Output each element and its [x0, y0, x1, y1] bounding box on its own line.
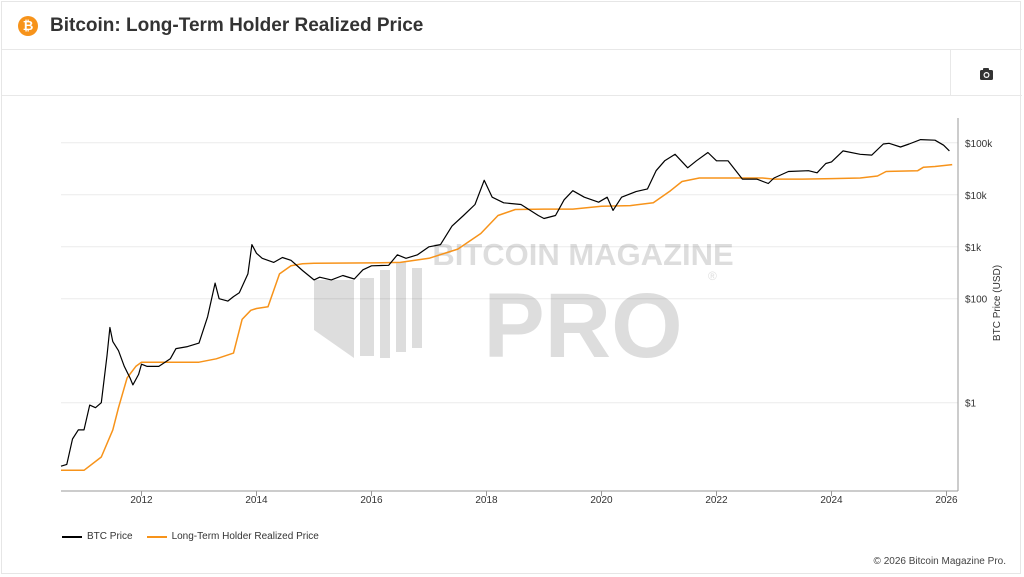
legend-item-lth-realized-price[interactable]: Long-Term Holder Realized Price [146, 531, 319, 542]
watermark-text-pro: PRO [483, 275, 682, 377]
x-tick-label: 2012 [130, 495, 153, 506]
y-tick-label: $1k [965, 243, 982, 254]
series-btc-price-line [60, 139, 950, 467]
legend-swatch-btc-price [62, 535, 82, 538]
copyright-notice: © 2026 Bitcoin Magazine Pro. [873, 556, 1006, 567]
chart-legend: BTC Price Long-Term Holder Realized Pric… [62, 531, 333, 542]
x-tick-label: 2020 [590, 495, 613, 506]
camera-icon [980, 68, 993, 80]
y-axis-label: BTC Price (USD) [992, 265, 1003, 341]
gridlines [61, 142, 958, 404]
x-tick-label: 2014 [245, 495, 268, 506]
y-tick-label: $100 [965, 295, 988, 306]
legend-label-btc-price: BTC Price [87, 531, 133, 542]
x-tick-label: 2024 [820, 495, 843, 506]
legend-label-lth-realized-price: Long-Term Holder Realized Price [171, 531, 319, 542]
x-tick-label: 2026 [935, 495, 958, 506]
y-tick-label: $100k [965, 139, 993, 150]
watermark-text-top: BITCOIN MAGAZINE [432, 237, 733, 272]
page-title: Bitcoin: Long-Term Holder Realized Price [50, 15, 424, 36]
toolbar-divider [950, 50, 951, 95]
legend-item-btc-price[interactable]: BTC Price [62, 531, 133, 542]
bitcoin-logo-icon: ₿ [18, 16, 38, 36]
x-tick-label: 2018 [475, 495, 498, 506]
chart-toolbar [2, 50, 1022, 96]
series-lth-realized-price-line [61, 163, 953, 472]
legend-swatch-lth-realized-price [146, 535, 167, 538]
screenshot-button[interactable] [972, 64, 1000, 86]
x-tick-label: 2016 [360, 495, 383, 506]
y-tick-label: $10k [965, 191, 988, 202]
chart-header: ₿ Bitcoin: Long-Term Holder Realized Pri… [2, 2, 1022, 50]
series-layer [60, 139, 953, 472]
watermark-logo-icon [314, 262, 422, 358]
watermark-registered-mark: ® [708, 269, 717, 283]
axes: $1 $100 $1k $10k $100k 2012 2014 2016 2018 2020 20… [61, 118, 993, 506]
y-tick-label: $1 [965, 399, 977, 410]
watermark: BITCOIN MAGAZINE PRO ® [314, 237, 734, 377]
x-tick-label: 2022 [705, 495, 728, 506]
